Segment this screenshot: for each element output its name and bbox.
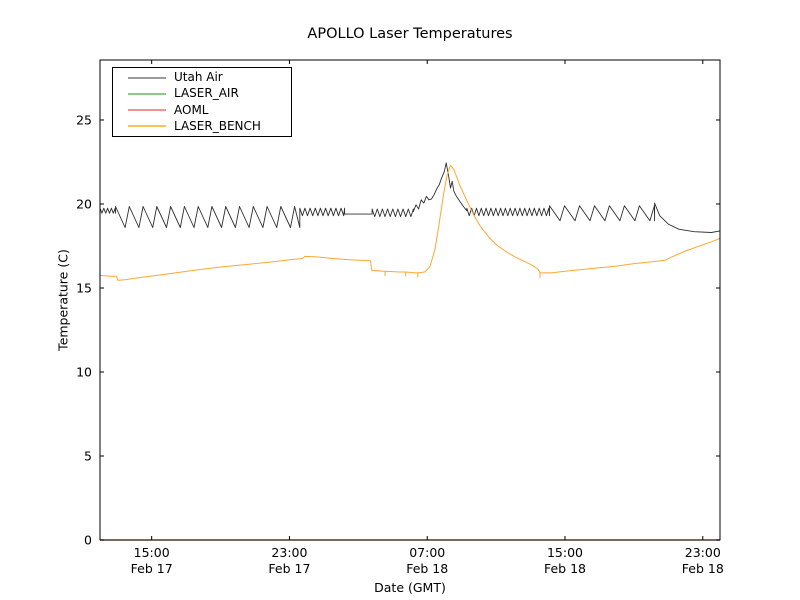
y-tick-label-5: 25: [76, 112, 92, 127]
x-tick-label-time-0: 15:00: [134, 545, 170, 560]
legend-label: AOML: [174, 102, 209, 117]
x-tick-label-date-3: Feb 18: [544, 561, 586, 576]
y-tick-label-2: 10: [76, 364, 92, 379]
x-tick-label-time-2: 07:00: [409, 545, 445, 560]
plot-frame: [99, 59, 721, 540]
chart-title: APOLLO Laser Temperatures: [307, 26, 513, 42]
legend-item-laser-bench: LASER_BENCH: [113, 119, 291, 134]
legend-box: Utah Air LASER_AIR AOML LASER_BENCH: [112, 67, 292, 137]
series-utah-air-line: [99, 162, 721, 233]
legend-line-sample: [128, 125, 166, 128]
x-tick-label-date-4: Feb 18: [682, 561, 724, 576]
y-tick-label-0: 0: [84, 533, 92, 548]
legend-label: LASER_BENCH: [174, 118, 261, 133]
y-tick-label-1: 5: [84, 448, 92, 463]
x-tick-label-date-0: Feb 17: [131, 561, 173, 576]
x-tick-label-time-4: 23:00: [685, 545, 721, 560]
series-laser-bench-line: [99, 164, 721, 281]
y-tick-label-3: 15: [76, 280, 92, 295]
y-axis-label: Temperature (C): [55, 249, 71, 351]
legend-item-laser-air: LASER_AIR: [113, 86, 291, 101]
legend-label: LASER_AIR: [174, 86, 239, 101]
legend-item-utah-air: Utah Air: [113, 70, 291, 85]
x-tick-label-time-1: 23:00: [271, 545, 307, 560]
legend-line-sample: [128, 109, 166, 112]
legend-line-sample: [128, 76, 166, 79]
x-tick-label-date-2: Feb 18: [406, 561, 448, 576]
x-tick-label-date-1: Feb 17: [268, 561, 310, 576]
x-tick-label-time-3: 15:00: [547, 545, 583, 560]
x-axis-label: Date (GMT): [374, 580, 446, 595]
legend-item-aoml: AOML: [113, 103, 291, 118]
legend-line-sample: [128, 92, 166, 95]
y-tick-label-4: 20: [76, 196, 92, 211]
legend-label: Utah Air: [174, 70, 223, 85]
